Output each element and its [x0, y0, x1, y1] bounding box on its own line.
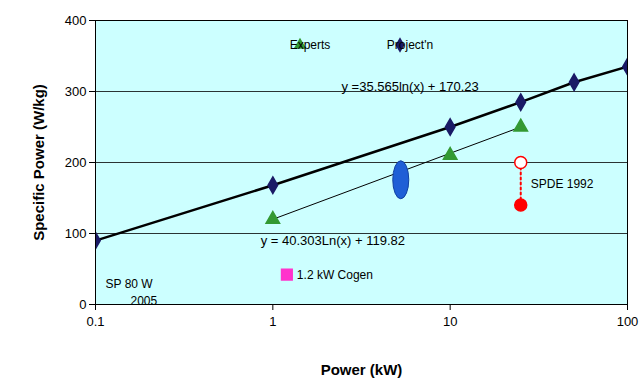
svg-text:100: 100 [617, 314, 639, 329]
svg-text:Experts: Experts [290, 38, 331, 52]
svg-text:1.2 kW Cogen: 1.2 kW Cogen [297, 268, 373, 282]
svg-text:Project'n: Project'n [387, 38, 433, 52]
svg-text:10: 10 [443, 314, 457, 329]
svg-text:SPDE 1992: SPDE 1992 [531, 177, 594, 191]
svg-text:0.1: 0.1 [86, 314, 104, 329]
svg-text:SP 80 W: SP 80 W [106, 277, 154, 291]
svg-text:300: 300 [65, 84, 87, 99]
svg-text:400: 400 [65, 13, 87, 28]
svg-text:2005: 2005 [131, 294, 158, 308]
svg-text:100: 100 [65, 226, 87, 241]
svg-text:0: 0 [79, 297, 86, 312]
svg-text:Specific Power (W/kg): Specific Power (W/kg) [30, 84, 47, 241]
svg-text:1: 1 [269, 314, 276, 329]
svg-text:y =35.565ln(x) + 170.23: y =35.565ln(x) + 170.23 [342, 79, 479, 94]
svg-text:y = 40.303Ln(x) + 119.82: y = 40.303Ln(x) + 119.82 [261, 233, 405, 248]
svg-text:200: 200 [65, 155, 87, 170]
svg-text:Power (kW): Power (kW) [321, 361, 403, 378]
